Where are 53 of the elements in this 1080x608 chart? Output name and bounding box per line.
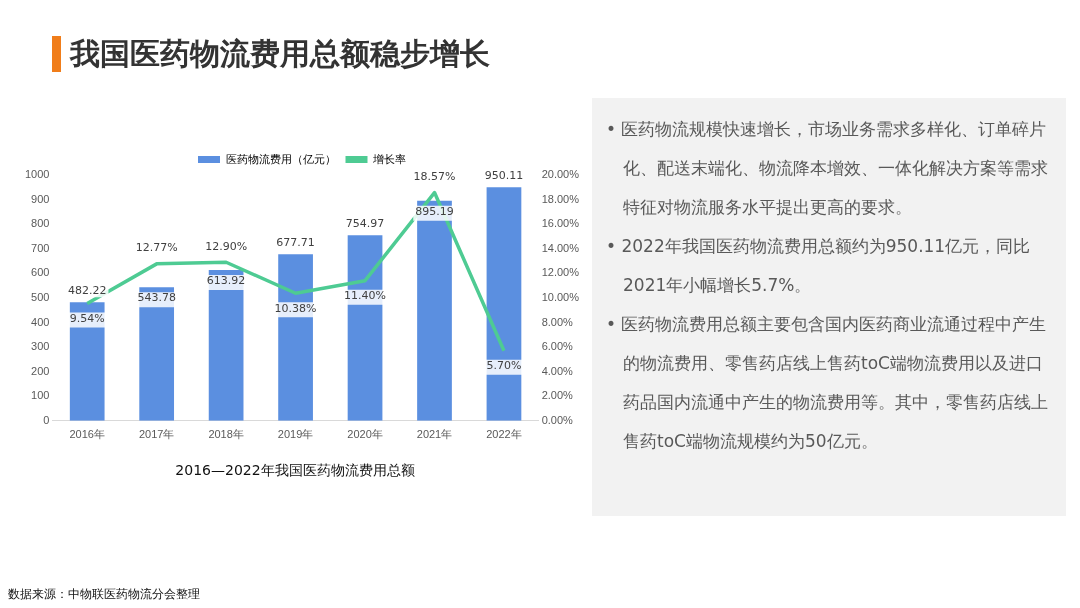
legend-label: 增长率 — [372, 152, 406, 165]
chart-title: 我国医药物流费用总额稳步增长 — [70, 35, 490, 73]
y-tick-label: 400 — [31, 315, 50, 328]
y-tick-label: 700 — [31, 241, 50, 254]
y-tick-label: 1000 — [24, 168, 50, 181]
data-label: 543.78 — [137, 291, 176, 305]
x-tick-label: 2018年 — [208, 428, 244, 441]
data-label: 12.77% — [135, 241, 178, 255]
text: 2016—2022年我国医药物流费用总额 — [174, 462, 416, 480]
y-tick-label: 300 — [31, 340, 50, 353]
bar — [417, 200, 452, 421]
legend-label: 医药物流费用（亿元） — [225, 152, 336, 165]
y-tick-label: 200 — [31, 364, 50, 377]
y-tick-label: 100 — [31, 389, 50, 402]
y-tick-label: 500 — [31, 290, 50, 303]
y2-tick-label: 16.00% — [541, 217, 580, 230]
data-label: 11.40% — [344, 289, 387, 303]
y2-tick-label: 14.00% — [541, 241, 580, 254]
y2-tick-label: 20.00% — [541, 168, 580, 181]
data-label: 895.19 — [415, 205, 454, 219]
data-label: 950.11 — [484, 168, 524, 182]
x-tick-label: 2020年 — [347, 428, 383, 441]
y-tick-label: 800 — [31, 217, 50, 230]
y2-tick-label: 0.00% — [541, 413, 574, 426]
y-tick-label: 900 — [31, 192, 50, 205]
data-label: 677.71 — [276, 235, 315, 249]
data-label: 613.92 — [206, 274, 246, 288]
data-label: 482.22 — [67, 283, 107, 297]
y2-tick-label: 18.00% — [541, 192, 580, 205]
x-tick-label: 2016年 — [69, 428, 105, 441]
text: • 医药物流费用总额主要包含国内医药商业流通过程中产生的物流费用、零售药店线上售药toC端物流费用以及进口药品国内流通中产生的物流费用等。其中，零售药店线上售药toC端物流规模约为50亿元。 — [606, 313, 1049, 453]
y2-tick-label: 2.00% — [541, 389, 574, 402]
x-tick-label: 2021年 — [416, 428, 453, 441]
x-tick-label: 2022年 — [486, 428, 522, 441]
text: • 医药物流规模快速增长，市场业务需求多样化、订单碎片化、配送末端化、物流降本增效、一体化解决方案等需求特征对物流服务水平提出更高的要求。 — [606, 118, 1049, 219]
x-tick-label: 2017年 — [138, 428, 175, 441]
y2-tick-label: 12.00% — [541, 266, 580, 279]
y2-tick-label: 10.00% — [541, 290, 580, 303]
data-label: 9.54% — [69, 311, 105, 325]
bar — [486, 187, 522, 421]
data-label: 754.97 — [345, 216, 385, 230]
data-label: 10.38% — [274, 301, 317, 315]
y2-tick-label: 8.00% — [541, 315, 574, 328]
data-label: 12.90% — [205, 239, 248, 253]
x-tick-label: 2019年 — [277, 428, 314, 441]
source-note: 数据来源：中物联医药物流分会整理 — [8, 586, 200, 603]
data-label: 18.57% — [413, 169, 456, 183]
y-tick-label: 600 — [31, 266, 50, 279]
y-tick-label: 0 — [43, 413, 50, 426]
text: • 2022年我国医药物流费用总额约为950.11亿元，同比2021年小幅增长5.7%。 — [606, 235, 1032, 297]
data-label: 5.70% — [486, 359, 522, 373]
y2-tick-label: 4.00% — [541, 364, 574, 377]
y2-tick-label: 6.00% — [541, 340, 574, 353]
